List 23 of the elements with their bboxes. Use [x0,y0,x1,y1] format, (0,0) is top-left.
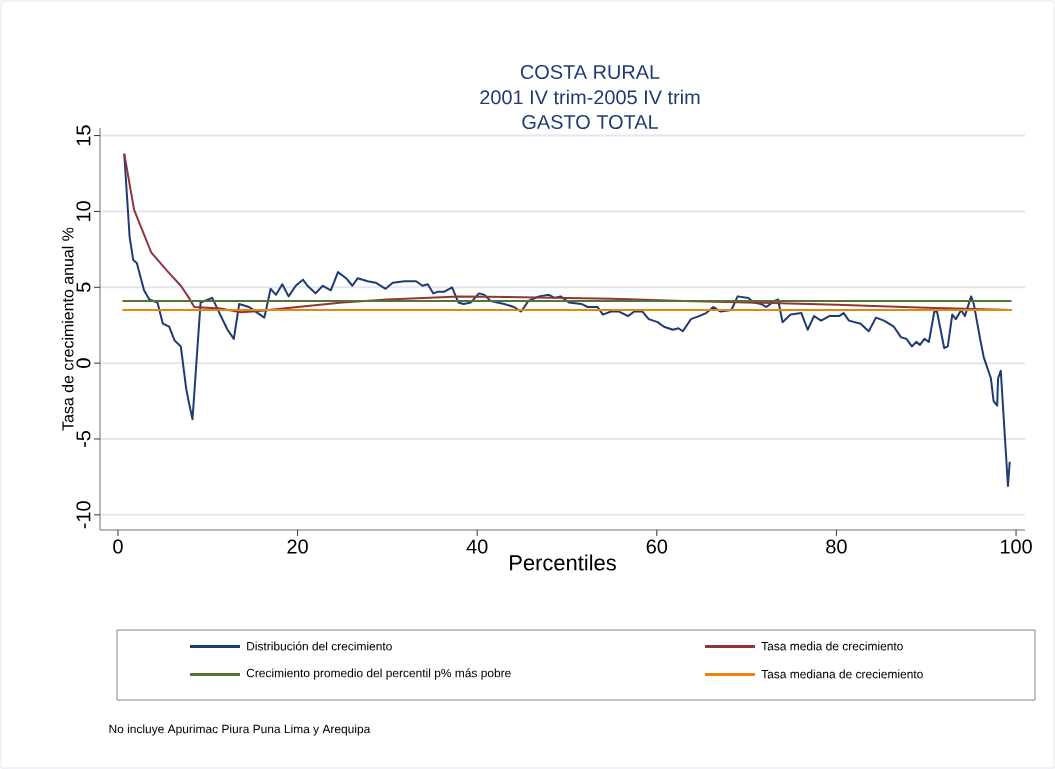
x-axis-title: Percentiles [510,554,616,571]
line-series [123,152,1011,487]
legend-label: Crecimiento promedio del percentil p% más pobre [246,668,511,680]
x-tick-label: 100 [1000,539,1032,554]
legend-label: Distribución del crecimiento [247,641,392,651]
x-tick-label: 60 [646,539,668,554]
y-tick-label: -10 [76,501,91,529]
chart-title: COSTA RURAL [520,64,660,80]
y-tick-label: -5 [76,430,91,447]
legend-label: Tasa mediana de creciemiento [761,669,923,679]
y-tick-label: 15 [76,125,91,146]
legend-label: Tasa media de crecimiento [761,641,903,651]
y-tick-label: 0 [76,358,91,368]
annotation: GASTO TOTAL [522,114,659,130]
y-tick-label: 5 [76,282,91,293]
chart-subtitle: 2001 IV trim-2005 IV trim [480,89,700,105]
x-tick-label: 40 [466,539,488,554]
x-tick-label: 20 [287,539,308,554]
x-tick-label: 80 [826,539,847,554]
x-tick-label: 0 [113,539,123,554]
y-tick-label: 10 [76,201,91,221]
text: No incluye Apurimac Piura Puna Lima y Arequipa [109,724,371,736]
y-axis-title: Tasa de crecimiento anual % [61,227,74,431]
